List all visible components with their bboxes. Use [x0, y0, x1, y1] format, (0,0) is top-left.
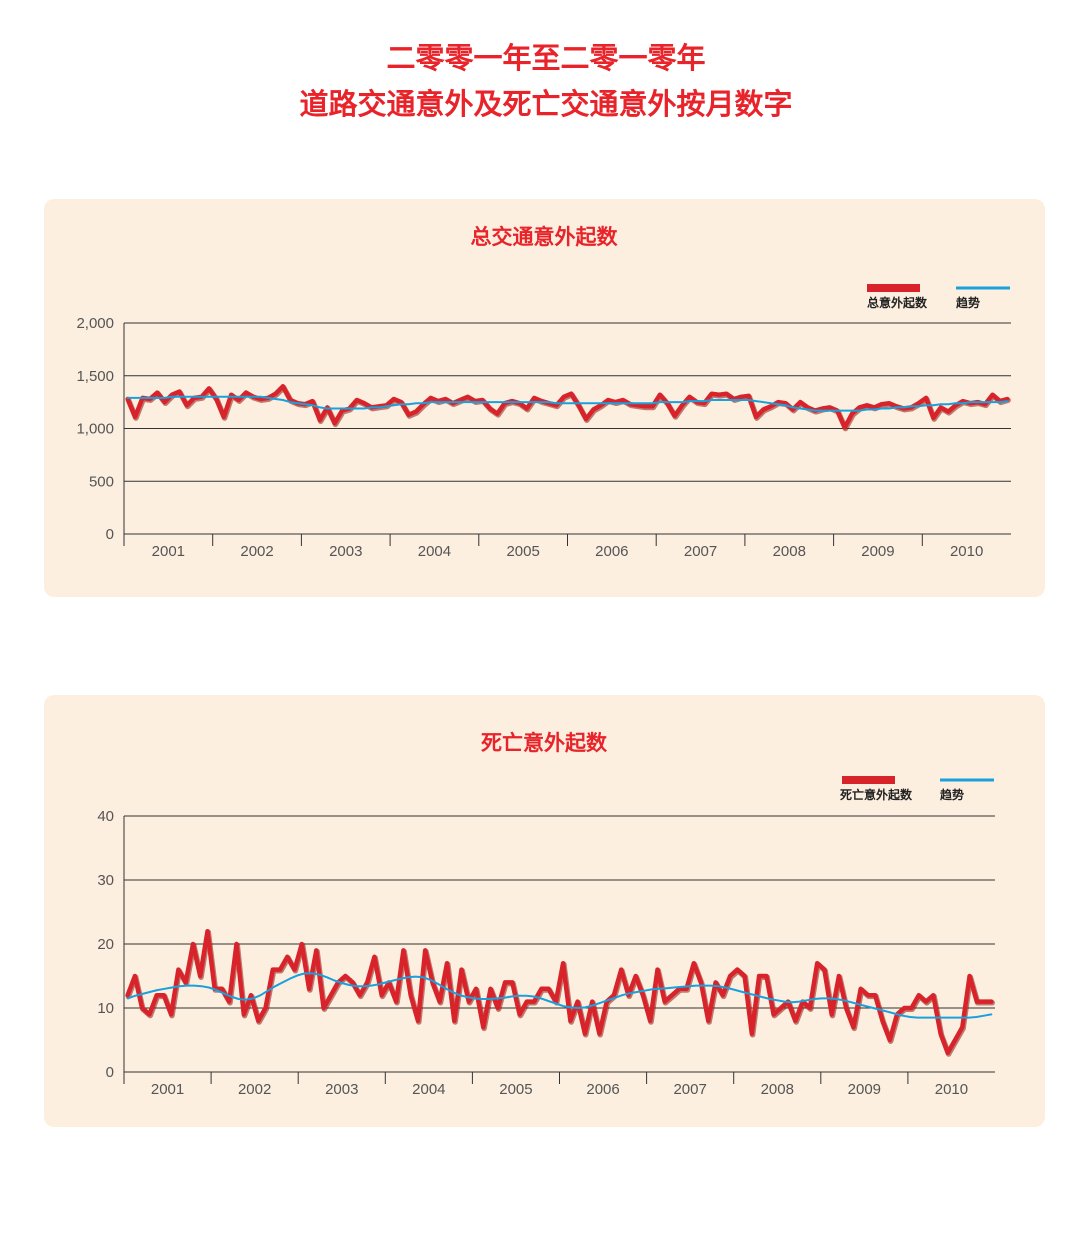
- fatal-accidents-chart: 死亡意外起数 0 10 20 30 40 2001 2002 2003 2004 2005 2006 2…: [97, 731, 995, 1098]
- page-title-line2: 道路交通意外及死亡交通意外按月数字: [299, 87, 793, 121]
- x-tick-label: 2003: [325, 1081, 358, 1098]
- x-tick-label: 2006: [595, 543, 628, 560]
- y-tick-label: 10: [97, 1000, 114, 1017]
- trend-line: [126, 395, 1009, 412]
- y-tick-label: 20: [97, 936, 114, 953]
- x-tick-label: 2005: [506, 543, 539, 560]
- x-tick-label: 2007: [684, 543, 717, 560]
- total-chart-group: 总交通意外起数 0 500 1,000 1,500 2,000 2001 2002 2003 20…: [76, 225, 1011, 560]
- legend-swatch-series: [867, 284, 920, 292]
- legend-label-series: 死亡意外起数: [840, 787, 913, 802]
- chart-panel-fatal-accidents: 死亡意外起数 0 10 20 30 40 2001 2002 2003 2004 2005 2006 2…: [44, 695, 1045, 1127]
- series-line: [125, 384, 1010, 430]
- legend-swatch-series: [842, 776, 895, 784]
- legend-label-trend: 趋势: [940, 787, 964, 802]
- x-tick-label: 2003: [329, 543, 362, 560]
- x-tick-label: 2004: [418, 543, 451, 560]
- x-tick-label: 2001: [151, 1081, 184, 1098]
- x-tick-label: 2008: [761, 1081, 794, 1098]
- y-tick-label: 1,000: [76, 421, 114, 438]
- trend-line: [126, 972, 993, 1019]
- chart-title: 总交通意外起数: [471, 225, 619, 249]
- y-tick-label: 0: [106, 1064, 114, 1081]
- fatal-chart-group: 死亡意外起数 0 10 20 30 40 2001 2002 2003 2004 2005 2006 2…: [97, 731, 995, 1098]
- x-tick-label: 2004: [412, 1081, 445, 1098]
- chart-panel-total-accidents: 总交通意外起数 0 500 1,000 1,500 2,000 2001 2002 2003 20…: [44, 199, 1045, 597]
- legend-label-trend: 趋势: [956, 295, 980, 310]
- y-tick-label: 500: [89, 473, 114, 490]
- x-tick-label: 2002: [240, 543, 273, 560]
- x-tick-label: 2002: [238, 1081, 271, 1098]
- y-tick-label: 30: [97, 872, 114, 889]
- y-tick-label: 40: [97, 808, 114, 825]
- y-tick-label: 0: [106, 526, 114, 543]
- series-line: [125, 928, 994, 1056]
- page-title-line1: 二零零一年至二零一零年: [386, 41, 706, 75]
- chart-title: 死亡意外起数: [481, 731, 608, 755]
- total-accidents-chart: 总交通意外起数 0 500 1,000 1,500 2,000 2001 2002 2003 20…: [76, 225, 1011, 560]
- x-tick-label: 2007: [673, 1081, 706, 1098]
- x-tick-label: 2005: [499, 1081, 532, 1098]
- legend-swatch-trend: [940, 778, 994, 782]
- x-tick-label: 2008: [773, 543, 806, 560]
- x-tick-label: 2006: [586, 1081, 619, 1098]
- x-tick-label: 2001: [152, 543, 185, 560]
- x-tick-label: 2009: [848, 1081, 881, 1098]
- y-tick-label: 2,000: [76, 315, 114, 332]
- x-tick-label: 2010: [950, 543, 983, 560]
- x-tick-label: 2009: [861, 543, 894, 560]
- x-tick-label: 2010: [935, 1081, 968, 1098]
- legend-swatch-trend: [956, 286, 1010, 290]
- y-tick-label: 1,500: [76, 368, 114, 385]
- legend-label-series: 总意外起数: [867, 295, 928, 310]
